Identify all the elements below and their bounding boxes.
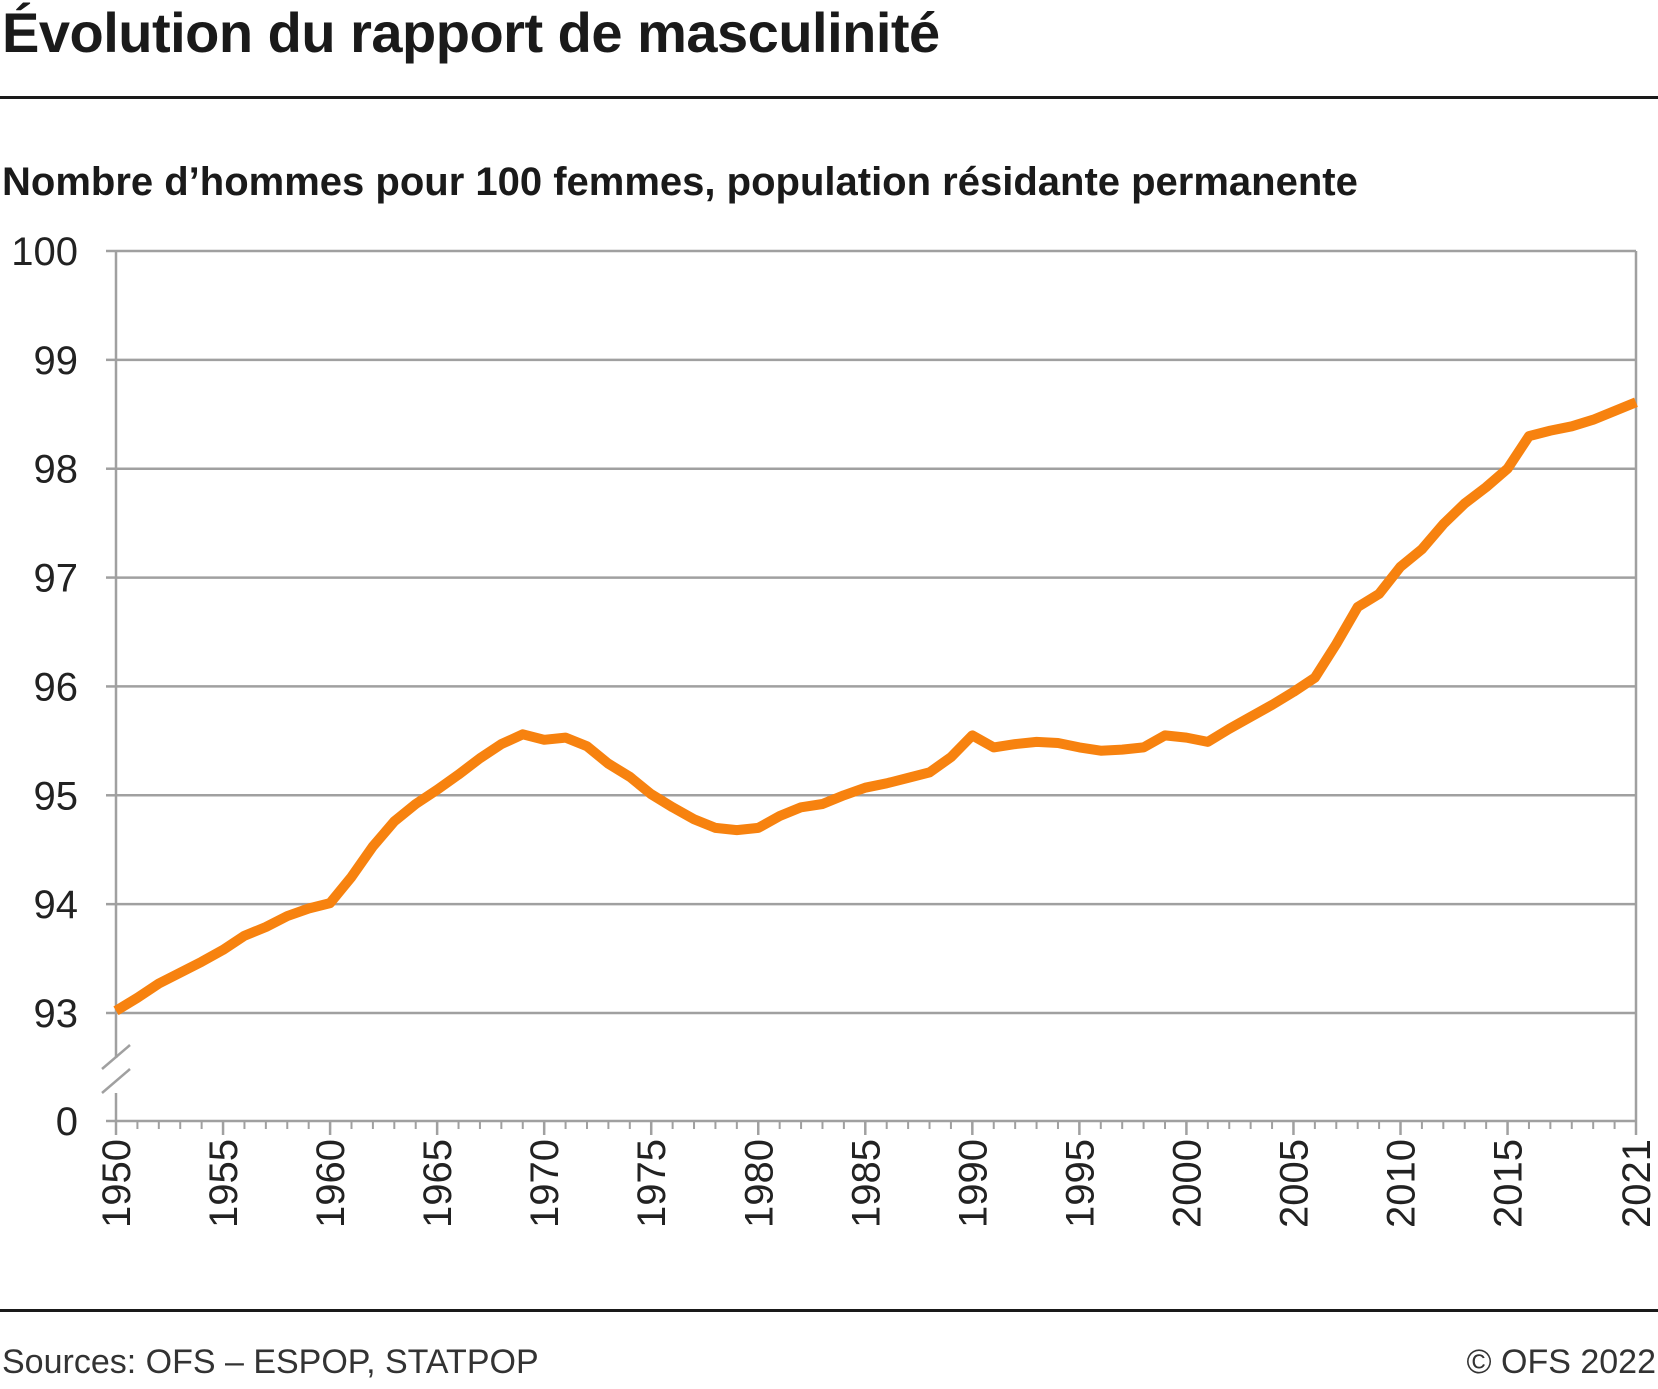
y-tick-label-100: 100: [11, 230, 78, 274]
x-tick-label-1965: 1965: [416, 1139, 460, 1228]
x-tick-label-1995: 1995: [1058, 1139, 1102, 1228]
x-tick-label-2015: 2015: [1487, 1139, 1531, 1228]
x-tick-label-1960: 1960: [309, 1139, 353, 1228]
y-tick-label-0: 0: [56, 1100, 78, 1144]
y-tick-label-99: 99: [34, 339, 79, 383]
x-tick-label-1955: 1955: [202, 1139, 246, 1228]
copyright-note: © OFS 2022: [1466, 1343, 1656, 1381]
y-tick-label-96: 96: [34, 665, 79, 709]
x-tick-label-1990: 1990: [951, 1139, 995, 1228]
x-tick-label-2010: 2010: [1380, 1139, 1424, 1228]
footer-divider: [0, 1309, 1658, 1312]
y-tick-label-94: 94: [34, 883, 79, 927]
axis-break-mark: [101, 1044, 131, 1070]
x-tick-label-1970: 1970: [523, 1139, 567, 1228]
x-tick-label-2000: 2000: [1165, 1139, 1209, 1228]
x-tick-label-2005: 2005: [1272, 1139, 1316, 1228]
x-tick-label-2021: 2021: [1615, 1139, 1658, 1228]
title-divider: [0, 96, 1658, 99]
x-tick-label-1985: 1985: [844, 1139, 888, 1228]
x-tick-label-1980: 1980: [737, 1139, 781, 1228]
x-tick-label-1975: 1975: [630, 1139, 674, 1228]
y-tick-label-97: 97: [34, 557, 79, 601]
series-line: [113, 397, 1638, 1016]
y-tick-label-93: 93: [34, 992, 79, 1036]
y-tick-label-98: 98: [34, 448, 79, 492]
chart-title: Évolution du rapport de masculinité: [2, 1, 940, 64]
y-tick-label-95: 95: [34, 774, 79, 818]
line-chart: 0 93 94 95 96 97 98 99 100 1950 1955 1960 1965 1970 19…: [11, 230, 1658, 1228]
source-note: Sources: OFS – ESPOP, STATPOP: [2, 1343, 539, 1381]
x-tick-label-1950: 1950: [95, 1139, 139, 1228]
chart-subtitle: Nombre d’hommes pour 100 femmes, populat…: [2, 160, 1358, 204]
axis-break-mark: [101, 1068, 131, 1094]
